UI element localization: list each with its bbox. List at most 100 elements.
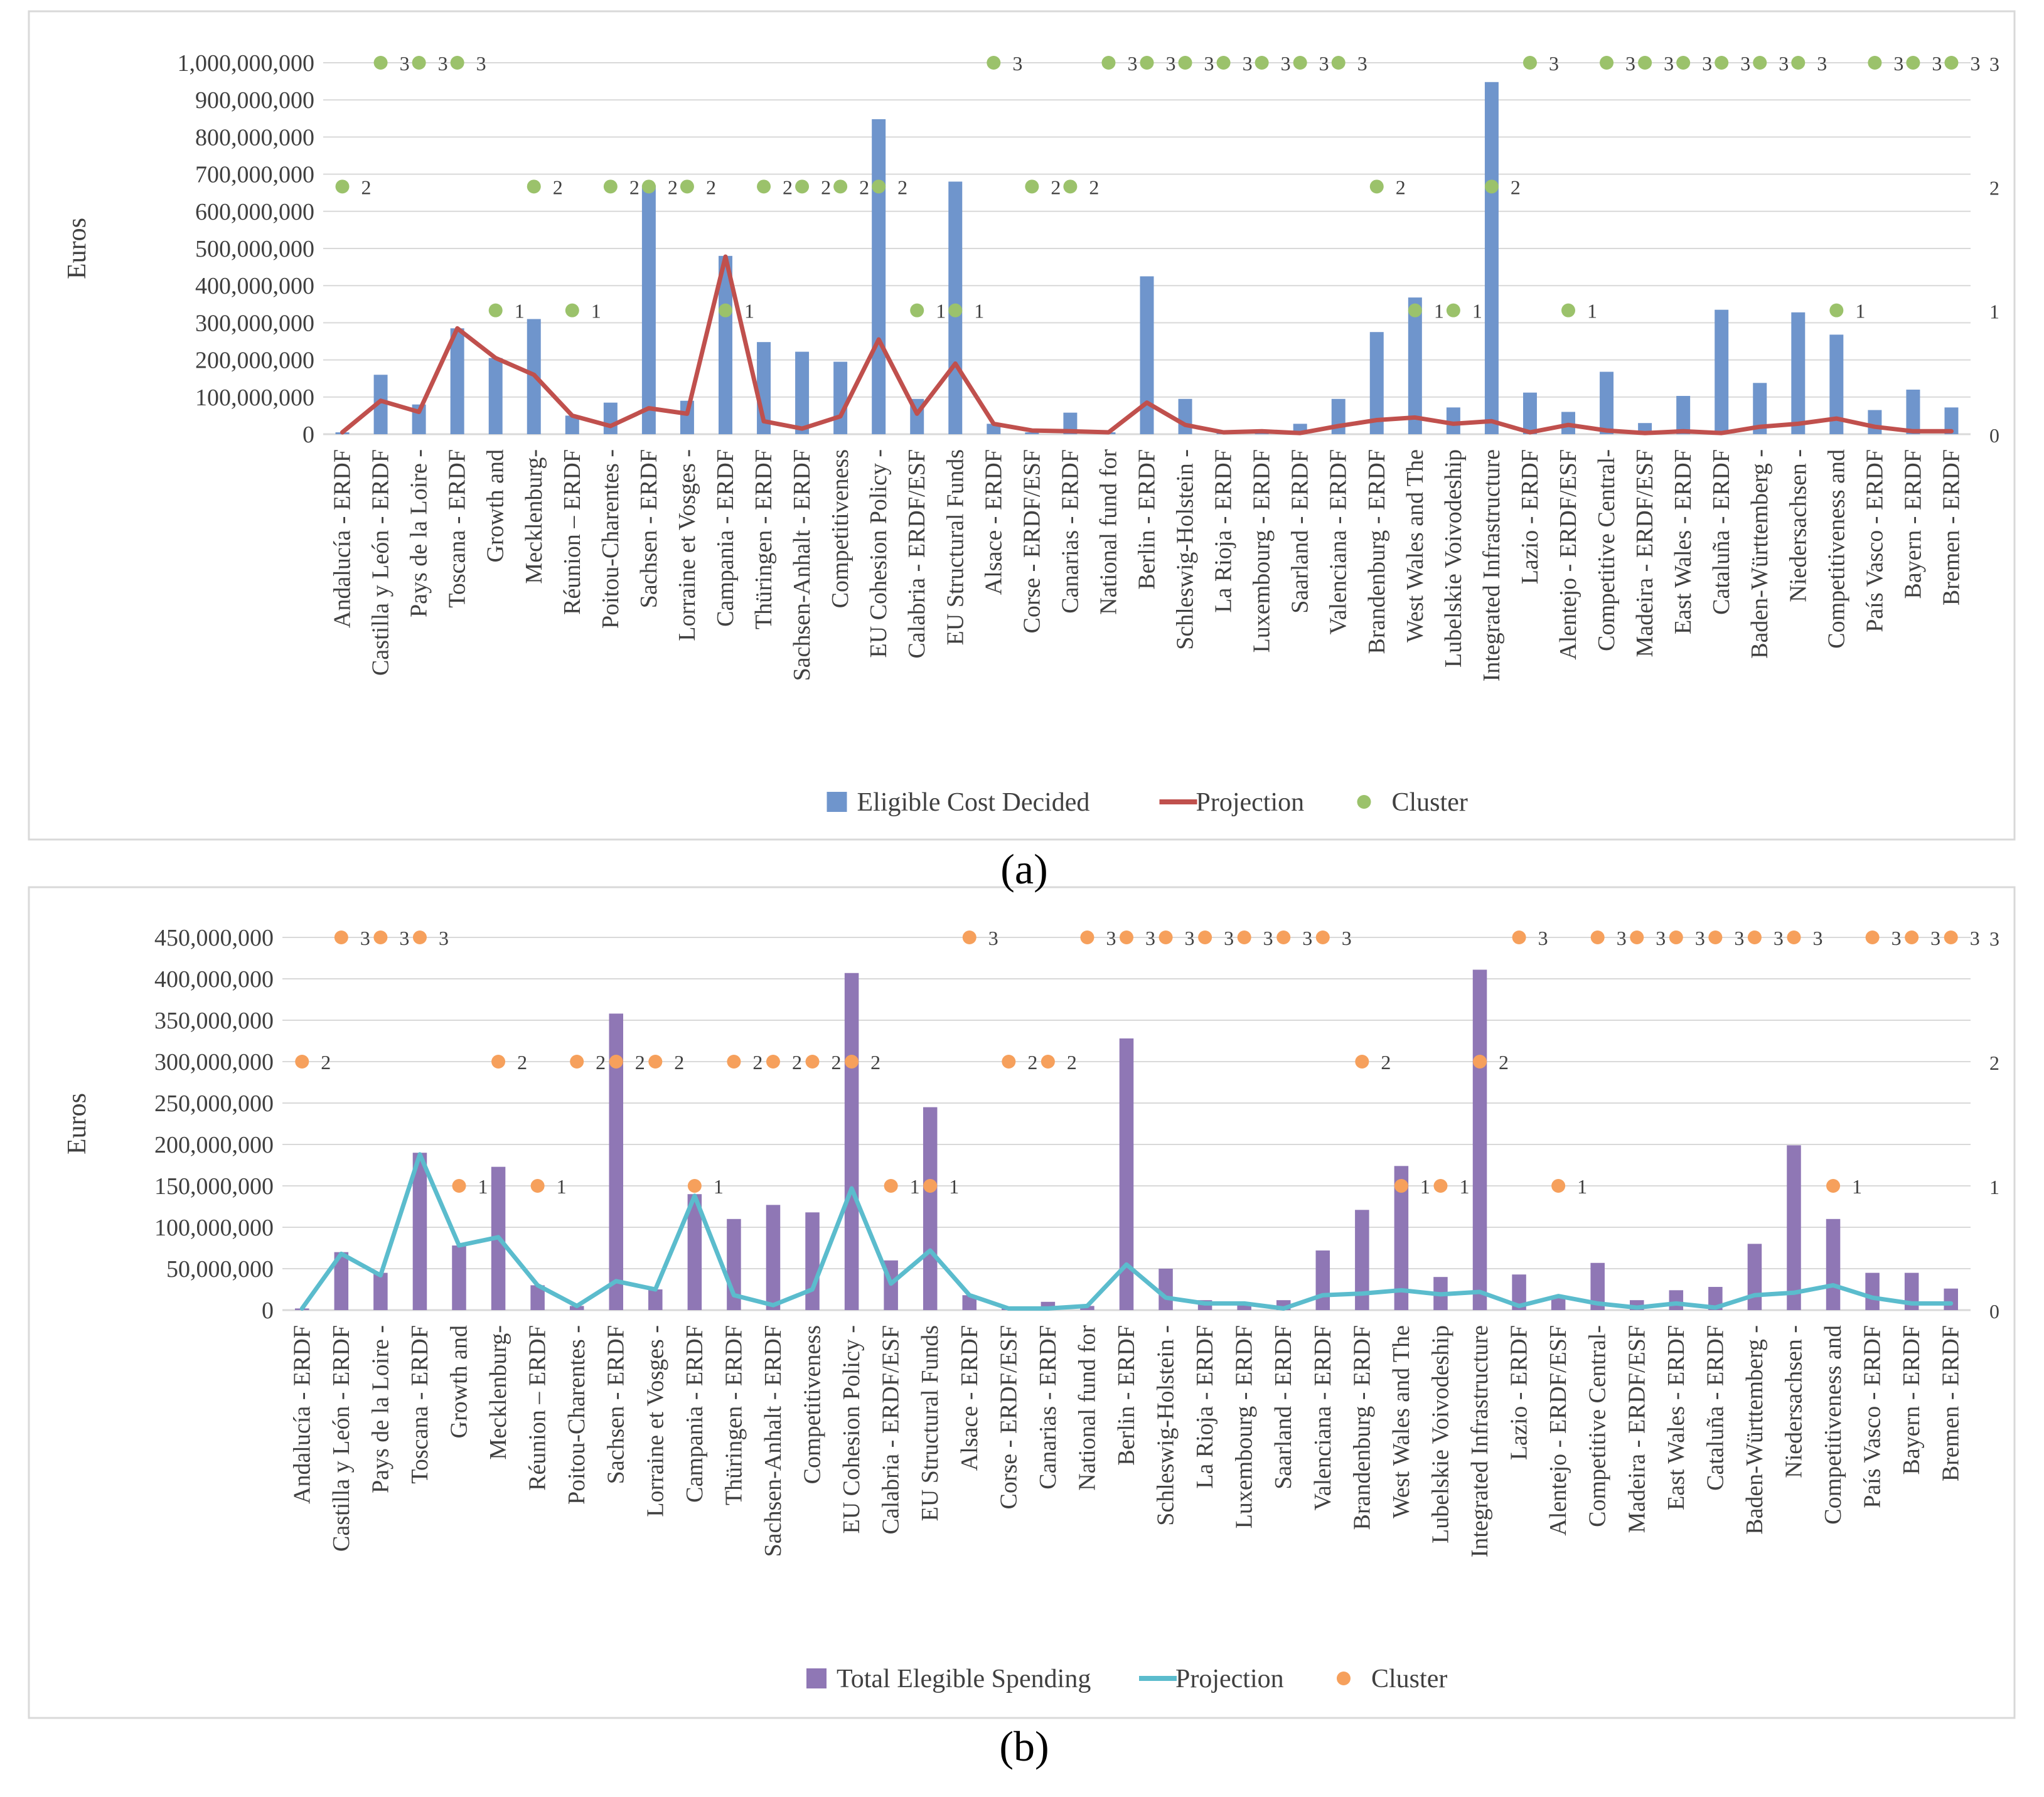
bar: [373, 1272, 388, 1310]
category-label: Mecklenburg-: [521, 449, 547, 584]
category-label: Baden-Württemberg -: [1747, 449, 1773, 659]
legend-swatch-bar: [806, 1668, 827, 1688]
cluster-point: [1369, 179, 1384, 194]
bar: [805, 1212, 820, 1310]
cluster-point: [335, 179, 350, 194]
cluster-point: [1787, 930, 1801, 944]
cluster-point: [795, 179, 810, 194]
category-label: East Wales - ERDF: [1663, 1325, 1689, 1510]
cluster-data-label: 1: [936, 300, 946, 323]
cluster-point: [530, 1179, 545, 1193]
y2-tick-label: 3: [1989, 927, 1999, 950]
category-label: Alentejo - ERDF/ESF: [1545, 1325, 1571, 1536]
cluster-data-label: 3: [1166, 52, 1176, 75]
cluster-data-label: 3: [400, 52, 410, 75]
cluster-point: [1198, 930, 1212, 944]
bar: [923, 1107, 938, 1310]
cluster-data-label: 3: [988, 927, 998, 949]
legend-label: Projection: [1196, 788, 1305, 817]
category-label: Bayern - ERDF: [1900, 449, 1926, 599]
category-label: La Rioja - ERDF: [1211, 449, 1237, 613]
cluster-data-label: 3: [1224, 927, 1234, 949]
category-label: EU Cohesion Policy -: [838, 1325, 865, 1533]
category-label: Alentejo - ERDF/ESF: [1555, 449, 1581, 660]
category-label: Competitiveness and: [1823, 449, 1849, 649]
bar: [1025, 432, 1039, 434]
chart-panel-b: 0 50,000,000 100,000,000 150,000,000 200,000…: [28, 886, 2016, 1719]
cluster-point: [1826, 1179, 1841, 1193]
category-label: Competitiveness: [827, 449, 853, 608]
cluster-data-label: 2: [1089, 176, 1099, 198]
cluster-data-label: 2: [1051, 176, 1061, 198]
cluster-data-label: 3: [1617, 927, 1627, 949]
cluster-data-label: 3: [1549, 52, 1559, 75]
cluster-point: [1408, 303, 1422, 317]
cluster-data-label: 3: [1932, 52, 1942, 75]
cluster-point: [1101, 56, 1116, 70]
category-label: Cataluña - ERDF: [1708, 449, 1735, 615]
cluster-data-label: 1: [515, 300, 525, 323]
category-label: Saarland - ERDF: [1287, 449, 1314, 614]
cluster-data-label: 3: [1012, 52, 1022, 75]
cluster-point: [1715, 56, 1729, 70]
y-axis-label: Euros: [63, 218, 92, 279]
cluster-point: [948, 303, 963, 317]
cluster-data-label: 3: [399, 927, 409, 949]
cluster-point: [910, 303, 924, 317]
cluster-data-label: 3: [1892, 927, 1902, 949]
bar: [1865, 1272, 1880, 1310]
category-label: Corse - ERDF/ESF: [995, 1325, 1022, 1509]
cluster-data-label: 3: [1204, 52, 1214, 75]
category-label: Réunion – ERDF: [559, 449, 586, 615]
cluster-data-label: 3: [1302, 927, 1312, 949]
cluster-point: [565, 303, 579, 317]
category-label: Thüringen - ERDF: [720, 1325, 747, 1505]
bar: [1472, 969, 1487, 1310]
cluster-data-label: 1: [949, 1175, 959, 1198]
cluster-point: [1025, 179, 1039, 194]
cluster-data-label: 2: [596, 1051, 606, 1074]
cluster-data-label: 3: [1970, 52, 1980, 75]
bar: [641, 185, 656, 434]
category-label: EU Structural Funds: [942, 449, 968, 645]
category-label: Luxembourg - ERDF: [1231, 1325, 1258, 1528]
chart-frame: [28, 886, 2016, 1719]
cluster-point: [987, 56, 1001, 70]
cluster-point: [373, 930, 388, 944]
category-label: Alsace - ERDF: [980, 449, 1007, 595]
category-label: Luxembourg - ERDF: [1249, 449, 1275, 653]
bar: [1140, 276, 1154, 434]
bar: [1787, 1145, 1801, 1310]
bar: [452, 1245, 466, 1310]
cluster-data-label: 3: [1695, 927, 1705, 949]
legend-label: Eligible Cost Decided: [857, 788, 1090, 817]
cluster-data-label: 2: [1396, 176, 1406, 198]
category-label: Saarland - ERDF: [1270, 1325, 1297, 1490]
bar: [1119, 1038, 1134, 1310]
cluster-point: [923, 1179, 938, 1193]
cluster-data-label: 1: [478, 1175, 488, 1198]
cluster-point: [570, 1055, 584, 1069]
bar: [795, 351, 810, 434]
cluster-data-label: 2: [870, 1051, 880, 1074]
category-label: Schleswig-Holstein -: [1153, 1325, 1179, 1526]
category-label: Growth and: [483, 449, 509, 562]
y-tick-label: 1,000,000,000: [178, 50, 315, 77]
category-label: Toscana - ERDF: [444, 449, 471, 608]
cluster-data-label: 3: [1774, 927, 1784, 949]
category-label: West Wales and The: [1388, 1325, 1415, 1518]
category-label: Alsace - ERDF: [956, 1325, 983, 1471]
bar: [450, 328, 464, 434]
y2-tick-label: 3: [1989, 53, 1999, 75]
cluster-data-label: 2: [752, 1051, 762, 1074]
category-label: Lazio - ERDF: [1517, 449, 1543, 584]
cluster-point: [1630, 930, 1644, 944]
cluster-point: [295, 1055, 309, 1069]
y-tick-label: 200,000,000: [154, 1132, 274, 1158]
cluster-point: [1473, 1055, 1487, 1069]
cluster-point: [1747, 930, 1762, 944]
y-axis-label: Euros: [63, 1093, 92, 1154]
category-label: Brandenburg - ERDF: [1364, 449, 1390, 654]
category-label: Mecklenburg-: [485, 1325, 511, 1460]
